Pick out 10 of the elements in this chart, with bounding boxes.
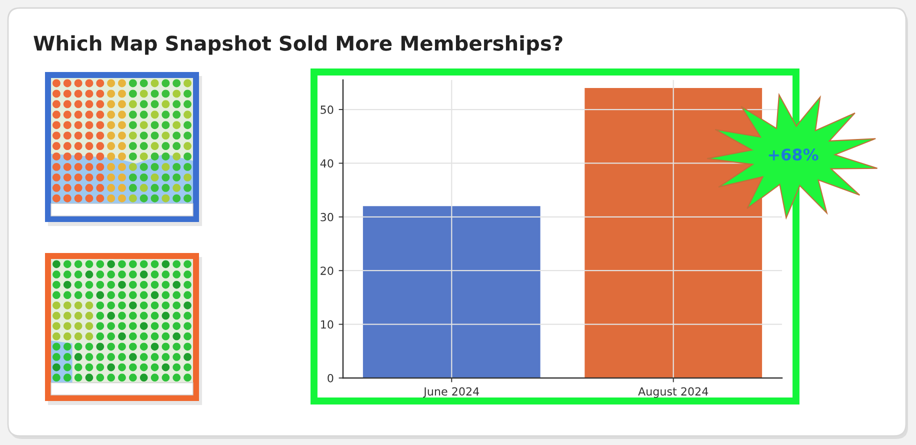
x-tick-label: June 2024	[423, 387, 480, 398]
y-tick-label: 40	[320, 159, 334, 168]
y-tick-label: 20	[320, 266, 334, 275]
y-tick-label: 50	[320, 106, 334, 114]
y-tick-label: 30	[320, 212, 334, 222]
x-tick-label: August 2024	[638, 387, 708, 398]
chart-title: Which Map Snapshot Sold More Memberships?	[34, 35, 562, 55]
y-tick-label: 10	[321, 320, 334, 329]
y-tick-label: 0	[328, 374, 334, 382]
annotation: +68%	[768, 148, 818, 161]
